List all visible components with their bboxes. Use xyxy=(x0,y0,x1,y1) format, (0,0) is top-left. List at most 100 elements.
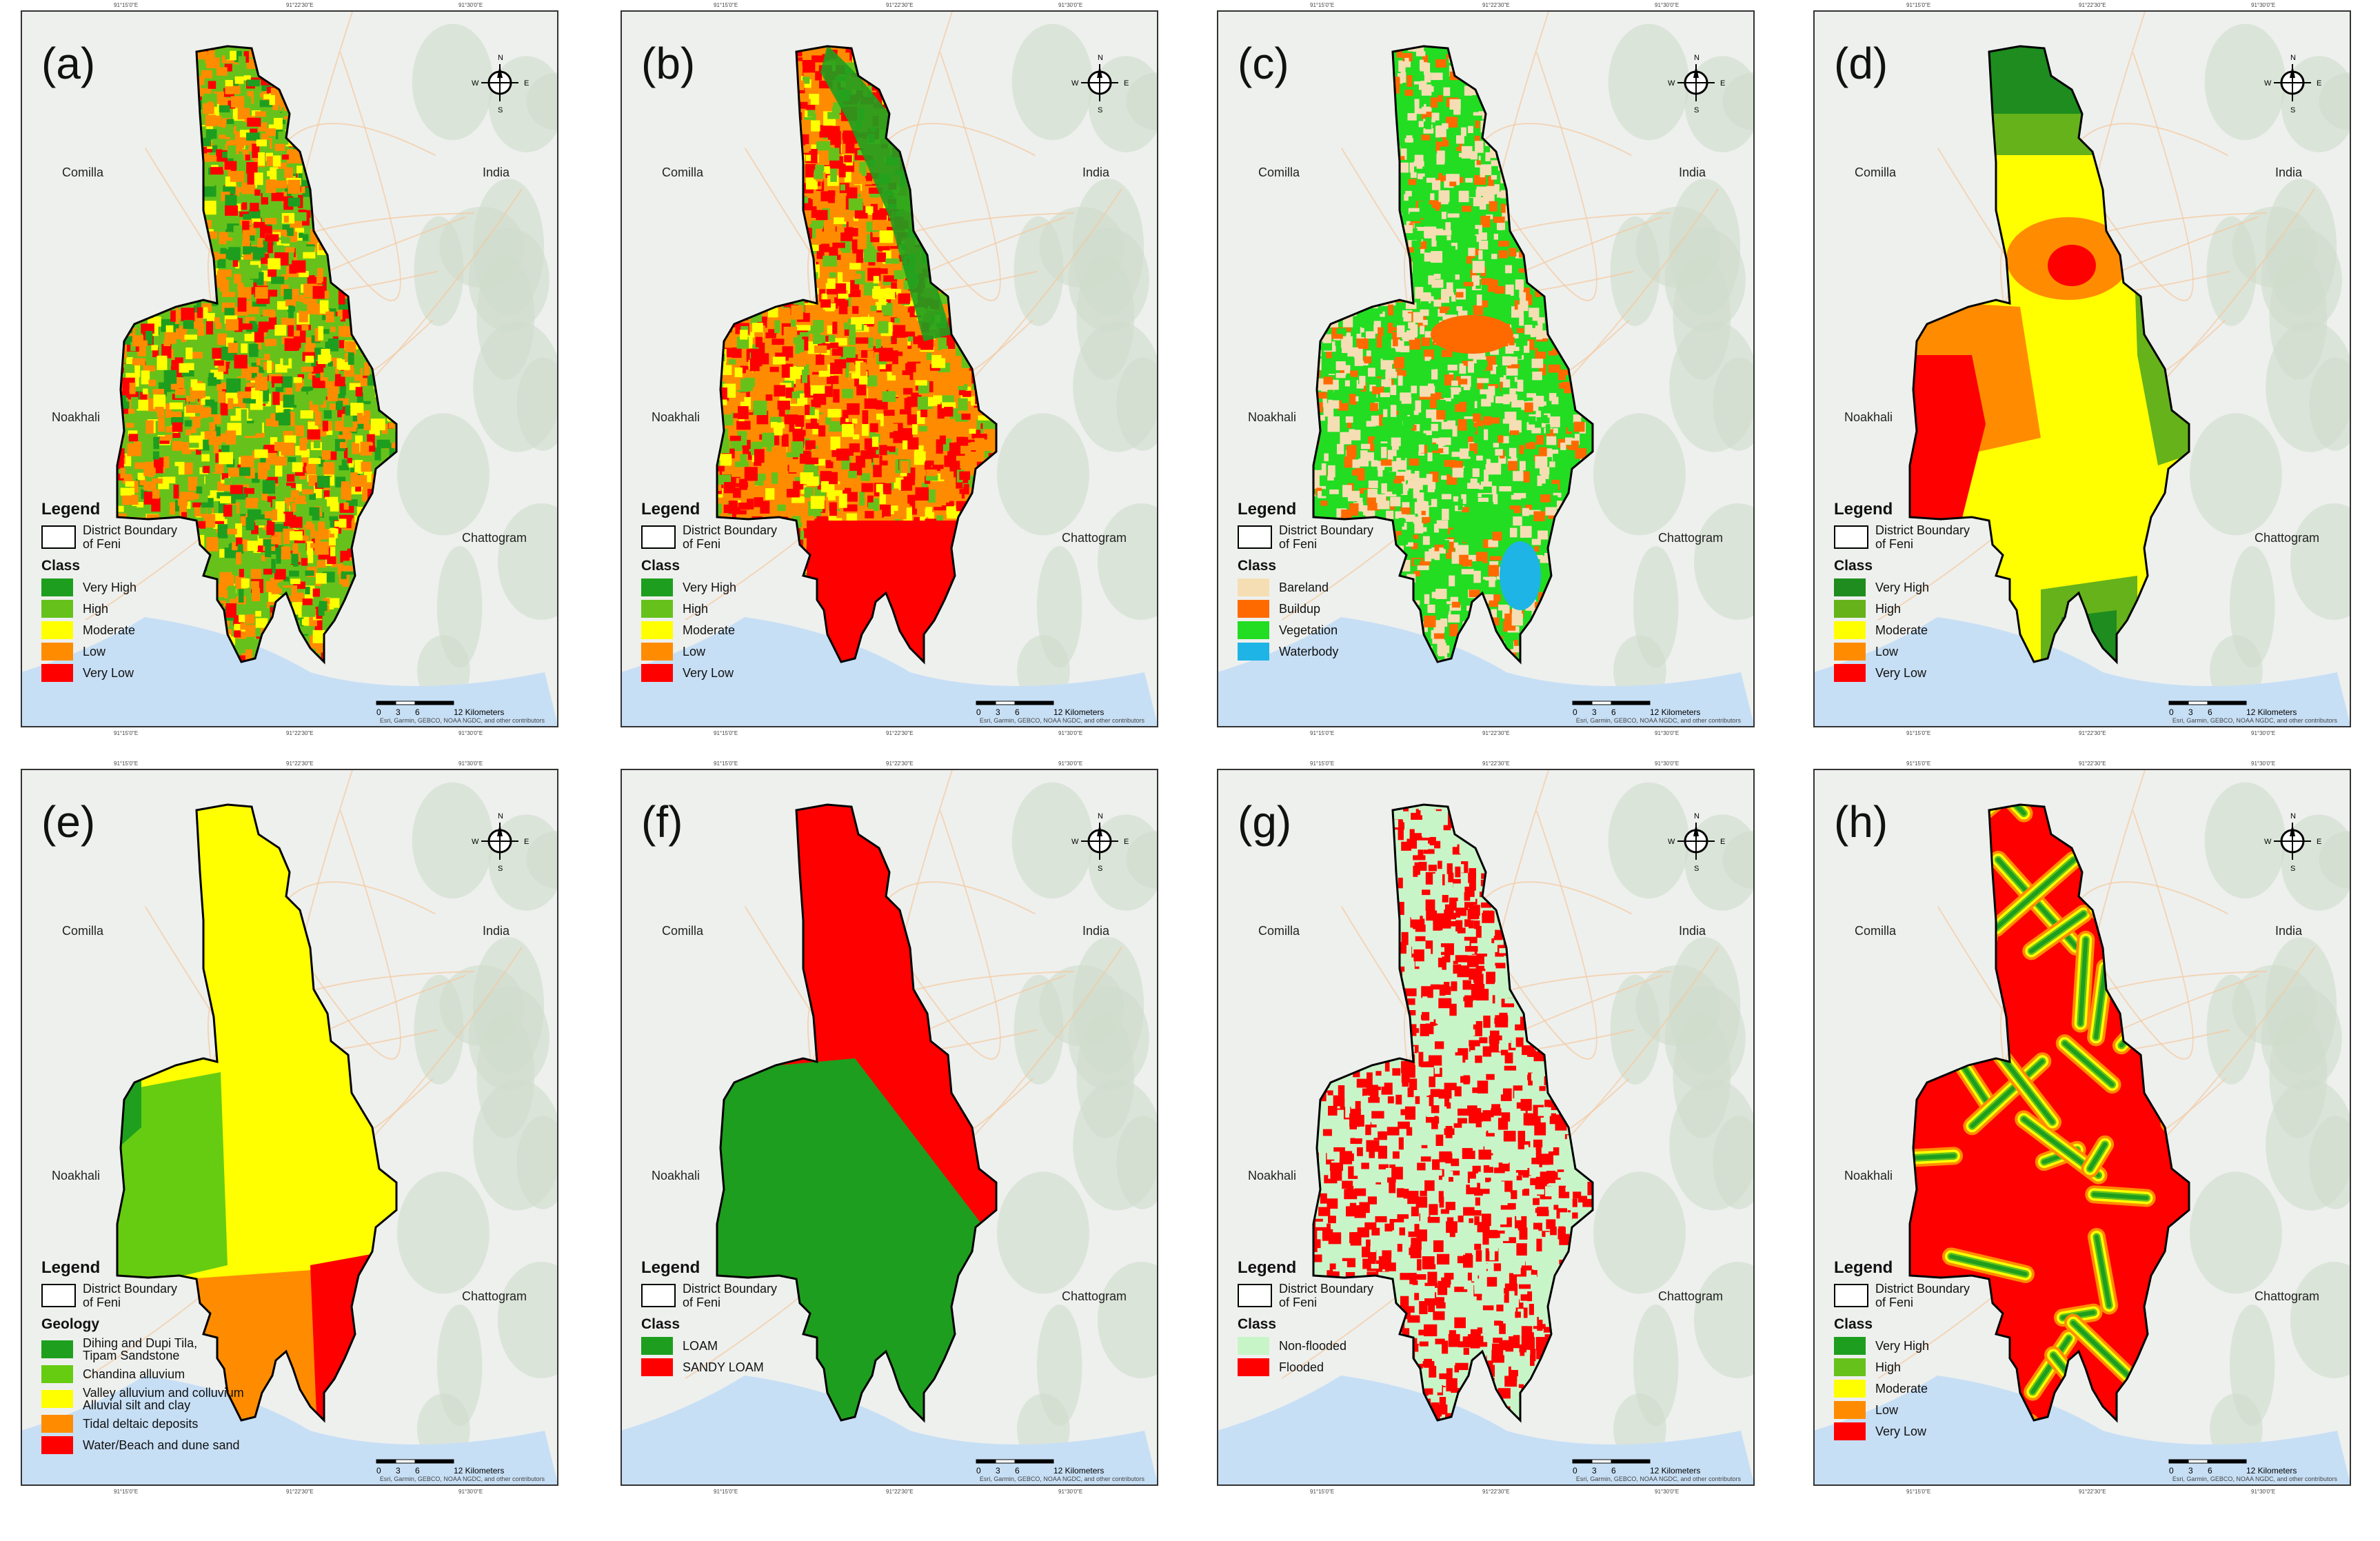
raster-cell xyxy=(717,489,722,494)
raster-cell xyxy=(350,472,358,487)
raster-cell xyxy=(292,260,306,273)
raster-cell xyxy=(734,357,740,367)
raster-cell xyxy=(800,485,807,494)
raster-cell xyxy=(265,545,272,558)
raster-cell xyxy=(173,484,179,499)
raster-cell xyxy=(219,105,230,113)
compass-letter: W xyxy=(472,79,479,88)
raster-cell xyxy=(958,390,966,396)
raster-cell xyxy=(355,387,363,397)
raster-cell xyxy=(856,505,865,518)
raster-cell xyxy=(883,279,892,285)
raster-cell xyxy=(247,117,261,127)
raster-cell xyxy=(828,296,835,303)
raster-cell xyxy=(328,451,337,461)
raster-cell xyxy=(235,523,243,538)
raster-cell xyxy=(824,383,833,397)
legend-item: Moderate xyxy=(41,621,248,639)
raster-cell xyxy=(293,281,301,294)
raster-cell xyxy=(281,376,292,388)
raster-cell xyxy=(309,493,316,500)
raster-cell xyxy=(203,514,216,528)
raster-cell xyxy=(307,552,314,563)
raster-cell xyxy=(242,323,253,330)
raster-cell xyxy=(276,168,286,181)
raster-cell xyxy=(879,268,888,274)
raster-cell xyxy=(896,375,910,386)
raster-cell xyxy=(871,436,879,447)
raster-cell xyxy=(120,467,125,479)
raster-cell xyxy=(885,295,891,308)
raster-cell xyxy=(869,423,878,432)
raster-cell xyxy=(261,555,272,561)
raster-cell xyxy=(870,203,878,212)
raster-cell xyxy=(293,609,300,621)
raster-cell xyxy=(814,264,820,279)
raster-cell xyxy=(914,375,922,383)
raster-cell xyxy=(255,611,261,617)
raster-cell xyxy=(175,388,186,395)
raster-cell xyxy=(192,383,206,391)
raster-cell xyxy=(134,462,146,470)
raster-cell xyxy=(299,330,306,343)
raster-cell xyxy=(852,419,858,424)
raster-cell xyxy=(276,554,281,564)
raster-cell xyxy=(265,290,278,297)
raster-cell xyxy=(902,321,915,331)
raster-cell xyxy=(875,510,883,524)
raster-cell xyxy=(341,572,347,579)
place-label-noakhali: Noakhali xyxy=(52,410,101,424)
raster-cell xyxy=(117,456,124,470)
raster-cell xyxy=(257,462,270,471)
raster-cell xyxy=(787,442,795,453)
raster-cell xyxy=(349,383,361,390)
raster-cell xyxy=(236,552,241,565)
raster-cell xyxy=(729,435,741,441)
raster-cell xyxy=(274,523,289,532)
terrain-shade xyxy=(996,413,1089,536)
raster-cell xyxy=(842,388,854,399)
raster-cell xyxy=(827,190,835,203)
raster-cell xyxy=(293,377,302,383)
raster-cell xyxy=(216,149,223,157)
raster-cell xyxy=(152,347,159,357)
raster-cell xyxy=(252,587,261,602)
terrain-shade xyxy=(468,228,549,332)
raster-cell xyxy=(245,517,254,531)
raster-cell xyxy=(236,154,244,165)
raster-cell xyxy=(225,205,239,216)
raster-cell xyxy=(282,154,289,160)
raster-cell xyxy=(774,385,786,397)
raster-cell xyxy=(854,172,862,185)
raster-cell xyxy=(271,376,283,383)
raster-cell xyxy=(898,293,910,304)
legend-item-label: Moderate xyxy=(83,623,136,637)
raster-cell xyxy=(289,228,301,235)
raster-cell xyxy=(825,279,836,289)
raster-cell xyxy=(288,305,294,319)
raster-cell xyxy=(141,365,156,372)
raster-cell xyxy=(279,576,290,584)
raster-cell xyxy=(208,81,216,89)
sea xyxy=(21,617,558,727)
raster-cell xyxy=(169,402,183,410)
raster-cell xyxy=(305,586,310,594)
legend-title: Legend xyxy=(41,500,101,518)
raster-cell xyxy=(879,364,886,370)
legend-item: High xyxy=(41,600,248,618)
raster-cell xyxy=(292,254,297,264)
raster-cell xyxy=(232,215,241,223)
raster-cell xyxy=(261,492,269,501)
raster-cell xyxy=(237,391,252,399)
raster-cell xyxy=(301,605,316,617)
raster-cell xyxy=(780,383,791,389)
raster-cell xyxy=(205,399,215,406)
raster-cell xyxy=(801,370,808,383)
raster-cell xyxy=(829,502,837,516)
raster-cell xyxy=(804,487,814,498)
raster-cell xyxy=(883,275,898,282)
raster-cell xyxy=(305,527,311,541)
raster-cell xyxy=(791,496,805,503)
raster-cell xyxy=(876,483,883,493)
raster-cell xyxy=(287,149,301,163)
